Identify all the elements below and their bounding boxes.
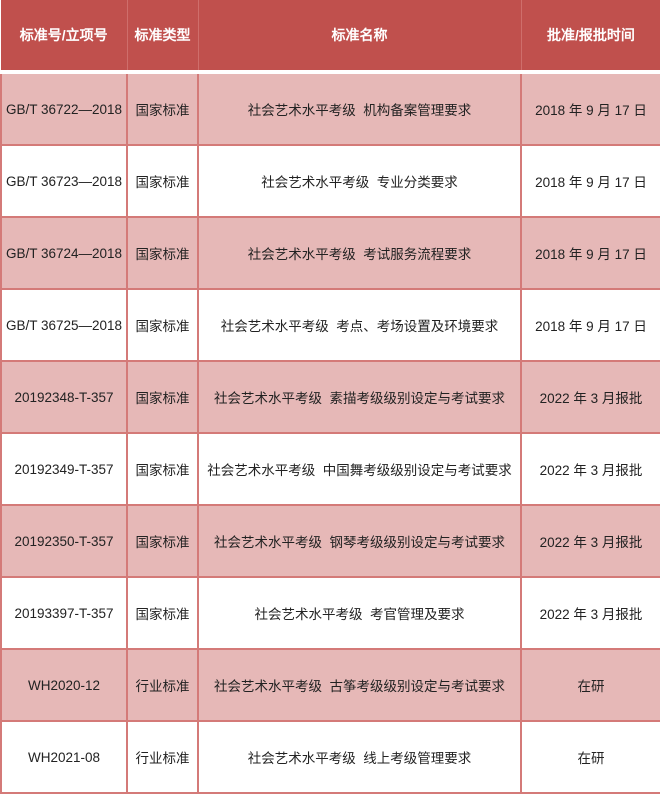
cell-standard-number: 20192350-T-357 xyxy=(0,505,128,578)
cell-standard-number: WH2021-08 xyxy=(0,721,128,794)
header-standard-type: 标准类型 xyxy=(127,0,199,74)
cell-approval-time: 2018 年 9 月 17 日 xyxy=(520,145,660,218)
table-row: GB/T 36724—2018 国家标准 社会艺术水平考级 考试服务流程要求 2018… xyxy=(0,217,660,290)
cell-standard-number: 20192348-T-357 xyxy=(0,361,128,434)
cell-approval-time: 2018 年 9 月 17 日 xyxy=(520,217,660,290)
cell-standard-name: 社会艺术水平考级 中国舞考级级别设定与考试要求 xyxy=(197,433,522,506)
cell-standard-number: GB/T 36722—2018 xyxy=(0,72,128,146)
cell-standard-type: 行业标准 xyxy=(126,721,199,794)
cell-standard-number: GB/T 36724—2018 xyxy=(0,217,128,290)
cell-approval-time: 2022 年 3 月报批 xyxy=(520,505,660,578)
cell-standard-number: GB/T 36725—2018 xyxy=(0,289,128,362)
table-row: 20192349-T-357 国家标准 社会艺术水平考级 中国舞考级级别设定与考试要… xyxy=(0,433,660,506)
cell-standard-name: 社会艺术水平考级 机构备案管理要求 xyxy=(197,72,522,146)
cell-standard-name: 社会艺术水平考级 素描考级级别设定与考试要求 xyxy=(197,361,522,434)
header-approval-time: 批准/报批时间 xyxy=(521,0,660,74)
cell-standard-name: 社会艺术水平考级 钢琴考级级别设定与考试要求 xyxy=(197,505,522,578)
table-row: GB/T 36725—2018 国家标准 社会艺术水平考级 考点、考场设置及环境要求… xyxy=(0,289,660,362)
cell-approval-time: 2018 年 9 月 17 日 xyxy=(520,289,660,362)
cell-standard-type: 国家标准 xyxy=(126,505,199,578)
cell-standard-type: 国家标准 xyxy=(126,361,199,434)
cell-standard-number: 20192349-T-357 xyxy=(0,433,128,506)
cell-standard-number: 20193397-T-357 xyxy=(0,577,128,650)
table-row: WH2020-12 行业标准 社会艺术水平考级 古筝考级级别设定与考试要求 在研 xyxy=(0,649,660,722)
table-row: GB/T 36722—2018 国家标准 社会艺术水平考级 机构备案管理要求 2018… xyxy=(0,72,660,146)
cell-standard-number: GB/T 36723—2018 xyxy=(0,145,128,218)
cell-standard-name: 社会艺术水平考级 线上考级管理要求 xyxy=(197,721,522,794)
cell-approval-time: 2022 年 3 月报批 xyxy=(520,577,660,650)
cell-standard-name: 社会艺术水平考级 古筝考级级别设定与考试要求 xyxy=(197,649,522,722)
cell-approval-time: 2022 年 3 月报批 xyxy=(520,433,660,506)
cell-standard-name: 社会艺术水平考级 考试服务流程要求 xyxy=(197,217,522,290)
cell-standard-type: 国家标准 xyxy=(126,72,199,146)
cell-standard-type: 国家标准 xyxy=(126,145,199,218)
cell-standard-type: 国家标准 xyxy=(126,217,199,290)
table-row: 20192348-T-357 国家标准 社会艺术水平考级 素描考级级别设定与考试要求… xyxy=(0,361,660,434)
cell-standard-number: WH2020-12 xyxy=(0,649,128,722)
cell-standard-type: 国家标准 xyxy=(126,433,199,506)
cell-approval-time: 在研 xyxy=(520,721,660,794)
header-row: 标准号/立项号 标准类型 标准名称 批准/报批时间 xyxy=(1,0,660,74)
cell-standard-type: 国家标准 xyxy=(126,289,199,362)
header-standard-name: 标准名称 xyxy=(198,0,522,74)
cell-standard-type: 国家标准 xyxy=(126,577,199,650)
table-row: GB/T 36723—2018 国家标准 社会艺术水平考级 专业分类要求 2018 年… xyxy=(0,145,660,218)
table-row: 20193397-T-357 国家标准 社会艺术水平考级 考官管理及要求 2022 年… xyxy=(0,577,660,650)
cell-standard-name: 社会艺术水平考级 考官管理及要求 xyxy=(197,577,522,650)
cell-approval-time: 在研 xyxy=(520,649,660,722)
table-row: 20192350-T-357 国家标准 社会艺术水平考级 钢琴考级级别设定与考试要求… xyxy=(0,505,660,578)
table-row: WH2021-08 行业标准 社会艺术水平考级 线上考级管理要求 在研 xyxy=(0,721,660,794)
cell-standard-type: 行业标准 xyxy=(126,649,199,722)
cell-standard-name: 社会艺术水平考级 专业分类要求 xyxy=(197,145,522,218)
cell-approval-time: 2022 年 3 月报批 xyxy=(520,361,660,434)
header-standard-number: 标准号/立项号 xyxy=(1,0,128,74)
cell-approval-time: 2018 年 9 月 17 日 xyxy=(520,72,660,146)
cell-standard-name: 社会艺术水平考级 考点、考场设置及环境要求 xyxy=(197,289,522,362)
